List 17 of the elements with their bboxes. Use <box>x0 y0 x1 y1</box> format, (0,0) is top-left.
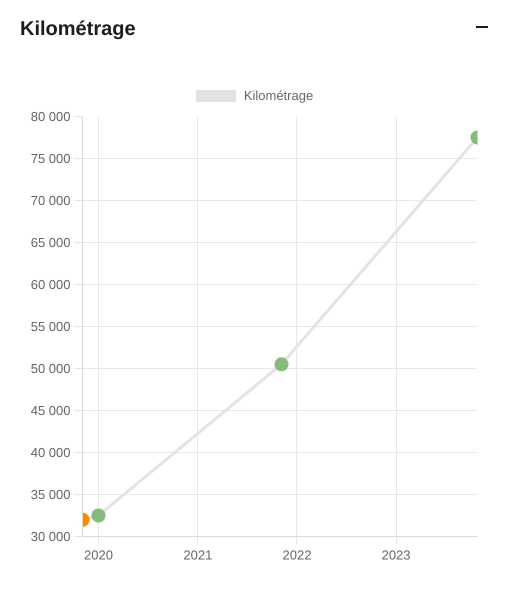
y-tick-label: 45 000 <box>30 403 71 418</box>
x-tick-label: 2022 <box>282 548 312 562</box>
chart-title: Kilométrage <box>20 17 136 42</box>
legend-label: Kilométrage <box>244 86 314 105</box>
y-tick-label: 40 000 <box>30 445 71 460</box>
y-tick-label: 30 000 <box>30 529 71 544</box>
y-tick-label: 35 000 <box>30 487 71 502</box>
y-tick-label: 70 000 <box>30 193 71 208</box>
y-tick-label: 75 000 <box>30 151 71 166</box>
y-tick-label: 65 000 <box>30 235 71 250</box>
y-tick-label: 80 000 <box>30 109 71 124</box>
y-tick-label: 55 000 <box>30 319 71 334</box>
x-tick-label: 2023 <box>382 548 411 562</box>
y-tick-label: 50 000 <box>30 361 71 376</box>
x-tick-label: 2021 <box>183 548 212 562</box>
x-tick-label: 2020 <box>84 548 113 562</box>
y-tick-label: 60 000 <box>30 277 71 292</box>
